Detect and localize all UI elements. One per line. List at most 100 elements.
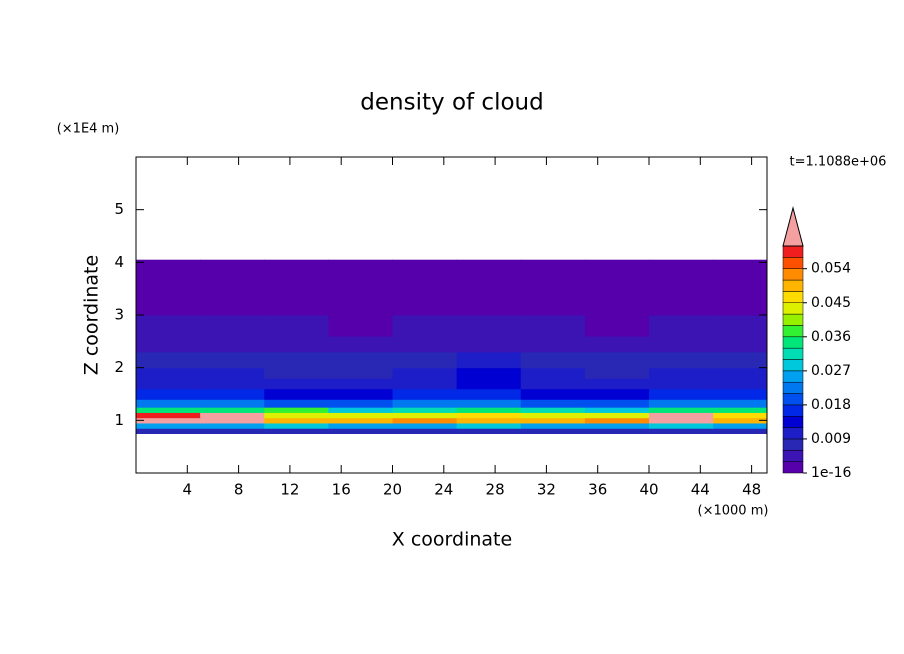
field-cell: [649, 407, 714, 413]
field-cell: [520, 367, 586, 379]
x-unit: (×1000 m): [698, 504, 769, 519]
field-cell: [328, 299, 394, 316]
field-cell: [713, 428, 768, 434]
field-cell: [200, 336, 265, 353]
colorbar-box: [782, 313, 804, 326]
field-cell: [264, 336, 329, 353]
field-cell: [584, 315, 650, 337]
field-cell: [584, 259, 650, 300]
colorbar-box: [782, 302, 804, 315]
x-tick-label: 24: [434, 481, 453, 499]
field-cell: [264, 407, 329, 413]
colorbar-box: [782, 450, 804, 462]
field-cell: [200, 422, 265, 429]
field-cell: [136, 399, 201, 408]
field-cell: [456, 351, 522, 369]
field-cell: [456, 428, 522, 434]
field-cell: [520, 428, 586, 434]
field-cell: [584, 428, 650, 434]
field-cell: [649, 315, 714, 337]
field-cell: [392, 422, 458, 429]
field-cell: [649, 351, 714, 369]
field-cell: [264, 399, 329, 408]
field-cell: [136, 407, 201, 413]
field-cell: [456, 407, 522, 413]
field-cell: [456, 315, 522, 337]
colorbar-box: [782, 245, 804, 258]
field-cell: [584, 407, 650, 413]
field-cell: [713, 407, 768, 413]
field-cell: [136, 422, 201, 429]
colorbar-box: [782, 404, 804, 417]
field-cell: [713, 378, 768, 390]
field-cell: [264, 412, 329, 419]
x-tick-label: 20: [383, 481, 402, 499]
chart-title: density of cloud: [360, 90, 543, 116]
colorbar-box: [782, 268, 804, 281]
field-cell: [328, 351, 394, 369]
field-cell: [649, 422, 714, 429]
field-cell: [200, 351, 265, 369]
field-cell: [392, 417, 458, 424]
field-cell: [392, 378, 458, 390]
field-cell: [136, 259, 201, 300]
field-cell: [456, 417, 522, 424]
field-cell: [713, 367, 768, 379]
colorbar-box: [782, 359, 804, 372]
field-cell: [392, 367, 458, 379]
x-tick-label: 44: [691, 481, 710, 499]
field-cell: [456, 412, 522, 419]
colorbar-label: 1e-16: [811, 465, 851, 481]
field-cell: [200, 299, 265, 316]
y-tick-label: 4: [114, 253, 124, 271]
colorbar-box: [782, 393, 804, 406]
field-cell: [520, 417, 586, 424]
field-cell: [713, 422, 768, 429]
field-cell: [520, 399, 586, 408]
field-cell: [136, 315, 201, 337]
field-cell: [136, 388, 201, 400]
y-unit: (×1E4 m): [57, 122, 120, 137]
field-cell: [200, 259, 265, 300]
field-cell: [136, 367, 201, 379]
field-cell: [584, 378, 650, 390]
time-annotation: t=1.1088e+06: [790, 155, 887, 170]
field-cell: [456, 388, 522, 400]
field-cell: [520, 407, 586, 413]
field-cell: [520, 299, 586, 316]
field-cell: [200, 388, 265, 400]
field-cell: [713, 388, 768, 400]
field-cell: [456, 367, 522, 379]
field-cell: [520, 388, 586, 400]
field-cell: [200, 367, 265, 379]
field-cell: [584, 422, 650, 429]
field-cell: [328, 412, 394, 419]
field-cell: [713, 299, 768, 316]
axes: 4 8 12 16 20 24 28 32 36 40 44 48123451e-160.0090.0…: [114, 156, 851, 499]
colorbar-box: [782, 257, 804, 269]
field-cell: [392, 336, 458, 353]
field-cell: [649, 299, 714, 316]
field-cell: [649, 378, 714, 390]
field-cell: [584, 399, 650, 408]
x-tick-label: 4: [183, 481, 193, 499]
field-cell: [456, 378, 522, 390]
field-cell: [328, 367, 394, 379]
field-cell: [136, 351, 201, 369]
field-cell: [520, 378, 586, 390]
colorbar-box: [782, 347, 804, 360]
field-cell: [520, 315, 586, 337]
field-cell: [136, 336, 201, 353]
field-cell: [649, 259, 714, 300]
field-cell: [264, 299, 329, 316]
field-cell: [264, 428, 329, 434]
field-cell: [392, 315, 458, 337]
field-cell: [584, 412, 650, 419]
field-cell: [136, 412, 201, 419]
colorbar-extension: [782, 206, 804, 247]
field-cell: [713, 336, 768, 353]
colorbar-box: [782, 427, 804, 440]
colorbar-box: [782, 461, 804, 474]
y-axis-title: Z coordinate: [81, 255, 103, 375]
